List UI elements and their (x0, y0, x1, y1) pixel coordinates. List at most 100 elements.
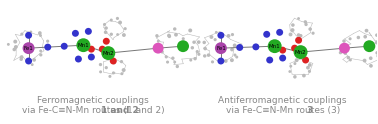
Circle shape (46, 40, 49, 43)
Circle shape (120, 72, 123, 75)
Circle shape (230, 58, 234, 62)
Circle shape (23, 42, 34, 54)
Circle shape (176, 65, 179, 68)
Circle shape (375, 41, 378, 44)
Circle shape (236, 44, 243, 51)
Circle shape (7, 43, 10, 46)
Circle shape (306, 66, 310, 69)
Circle shape (349, 37, 352, 40)
Circle shape (173, 61, 176, 63)
Circle shape (263, 31, 270, 38)
Circle shape (110, 18, 113, 21)
Circle shape (25, 32, 32, 39)
Circle shape (349, 59, 352, 62)
Text: Ferromagnetic couplings: Ferromagnetic couplings (37, 96, 149, 105)
Circle shape (155, 34, 159, 37)
Circle shape (192, 41, 196, 44)
Circle shape (266, 57, 273, 63)
Circle shape (104, 31, 107, 34)
Circle shape (295, 58, 299, 62)
Circle shape (33, 58, 36, 62)
Circle shape (99, 63, 102, 66)
Circle shape (363, 35, 367, 39)
Text: via Fe-C≡N-Mn routes (1 and 2): via Fe-C≡N-Mn routes (1 and 2) (22, 107, 165, 115)
Circle shape (365, 29, 369, 32)
Circle shape (279, 55, 286, 62)
Circle shape (203, 47, 207, 50)
Circle shape (105, 66, 108, 69)
Text: Mn2: Mn2 (102, 51, 114, 56)
Circle shape (155, 47, 159, 50)
Circle shape (369, 64, 373, 68)
Circle shape (377, 37, 378, 40)
Circle shape (209, 35, 213, 39)
Circle shape (44, 44, 51, 51)
Circle shape (233, 44, 237, 47)
Circle shape (197, 53, 200, 56)
Circle shape (356, 36, 360, 39)
Circle shape (304, 60, 308, 63)
Circle shape (294, 45, 308, 59)
Circle shape (116, 33, 119, 36)
Circle shape (160, 50, 164, 53)
Circle shape (167, 34, 171, 37)
Circle shape (29, 31, 32, 33)
Circle shape (253, 43, 259, 50)
Circle shape (108, 75, 112, 78)
Circle shape (302, 74, 306, 78)
Text: Mn1: Mn1 (77, 43, 89, 48)
Circle shape (347, 56, 350, 59)
Circle shape (39, 34, 42, 37)
Circle shape (344, 52, 347, 55)
Circle shape (376, 54, 378, 58)
Circle shape (215, 31, 218, 34)
Circle shape (230, 48, 234, 51)
Circle shape (342, 39, 346, 43)
Circle shape (39, 53, 42, 57)
Circle shape (191, 46, 194, 49)
Circle shape (165, 55, 168, 58)
Circle shape (120, 60, 123, 63)
Circle shape (124, 27, 127, 30)
Text: Antiferromagnetic couplings: Antiferromagnetic couplings (218, 96, 347, 105)
Circle shape (153, 43, 164, 54)
Circle shape (291, 45, 298, 52)
Circle shape (279, 47, 286, 54)
Circle shape (304, 20, 307, 24)
Circle shape (363, 40, 375, 52)
Circle shape (197, 40, 201, 44)
Circle shape (211, 60, 214, 63)
Circle shape (174, 33, 178, 37)
Circle shape (25, 58, 32, 64)
Circle shape (214, 38, 217, 41)
Circle shape (268, 39, 282, 53)
Circle shape (375, 51, 378, 55)
Circle shape (182, 37, 185, 40)
Circle shape (166, 61, 169, 64)
Circle shape (363, 59, 367, 62)
Circle shape (217, 32, 225, 39)
Circle shape (215, 42, 227, 54)
Circle shape (103, 23, 106, 26)
Circle shape (189, 59, 192, 62)
Circle shape (297, 17, 300, 20)
Circle shape (110, 33, 113, 36)
Circle shape (116, 17, 119, 20)
Circle shape (99, 46, 106, 53)
Circle shape (224, 59, 228, 63)
Circle shape (289, 65, 292, 68)
Circle shape (75, 56, 82, 62)
Circle shape (12, 48, 16, 51)
Circle shape (308, 70, 311, 73)
Circle shape (173, 27, 177, 31)
Circle shape (46, 46, 49, 49)
Circle shape (39, 49, 42, 52)
Circle shape (88, 46, 95, 53)
Circle shape (311, 32, 314, 35)
Circle shape (122, 33, 126, 37)
Circle shape (288, 70, 291, 73)
Circle shape (168, 35, 171, 38)
Circle shape (99, 70, 102, 73)
Circle shape (157, 40, 160, 43)
Circle shape (291, 28, 294, 32)
